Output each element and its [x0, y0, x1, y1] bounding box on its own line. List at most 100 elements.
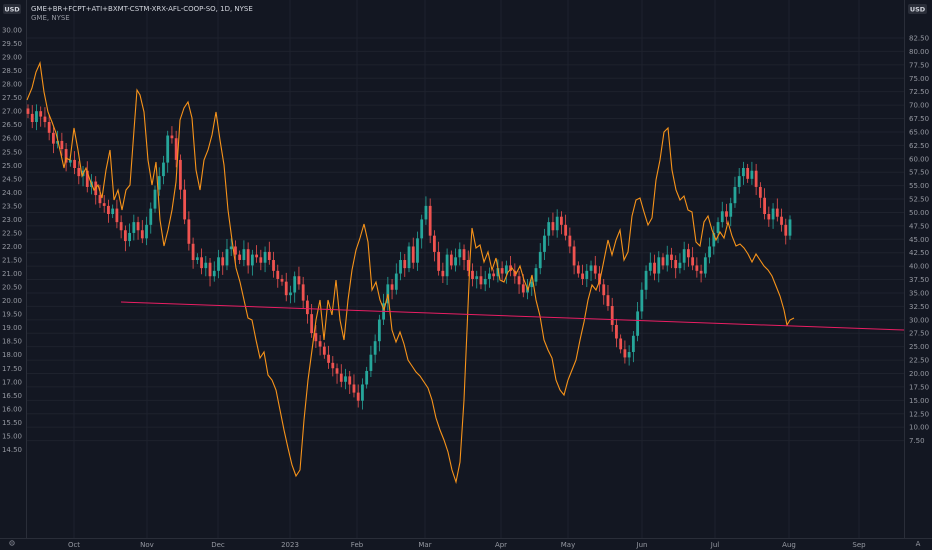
candle-body [568, 235, 572, 247]
right-currency-badge[interactable] [908, 4, 927, 14]
left-tick-label: 16.00 [2, 405, 22, 413]
right-tick-label: 30.00 [909, 316, 929, 324]
candle-body [272, 260, 275, 271]
candle-body [407, 246, 411, 269]
right-tick-label: 15.00 [909, 397, 929, 405]
candle-body [699, 270, 703, 274]
left-currency-badge[interactable] [3, 4, 21, 14]
chart-title: GME+BR+FCPT+ATI+BXMT-CSTM-XRX-AFL-COOP-S… [31, 5, 253, 13]
candle-body [331, 362, 335, 369]
candle-body [47, 122, 51, 133]
candle-body [758, 186, 762, 198]
candle-body [657, 257, 661, 274]
candle-body [229, 246, 233, 250]
left-tick-label: 29.50 [2, 40, 22, 48]
candle-body [187, 219, 191, 244]
left-tick-label: 18.50 [2, 338, 22, 346]
candle-body [737, 176, 741, 187]
candle-body [195, 257, 199, 261]
right-tick-label: 60.00 [909, 155, 929, 163]
left-tick-label: 29.00 [2, 54, 22, 62]
candle-body [128, 232, 131, 242]
candle-body [725, 211, 728, 217]
candle-body [771, 208, 775, 220]
candle-body [200, 257, 203, 269]
right-tick-label: 20.00 [909, 370, 929, 378]
candle-body [547, 222, 551, 236]
candle-body [68, 159, 72, 163]
gear-icon[interactable] [9, 540, 15, 546]
candle-body [636, 311, 639, 336]
candle-body [373, 341, 377, 355]
left-tick-label: 15.00 [2, 432, 22, 440]
candle-body [775, 208, 779, 217]
right-tick-label: 7.50 [909, 437, 925, 445]
right-axis-ticks: 82.50 80.00 77.50 75.00 72.50 70.00 67.50 65.00… [909, 35, 929, 446]
candle-body [530, 281, 534, 288]
candle-body [166, 135, 170, 163]
x-tick-label: Nov [140, 541, 154, 549]
right-tick-label: 82.50 [909, 35, 929, 43]
candle-body [416, 238, 419, 263]
candle-body [344, 376, 347, 382]
right-currency-label: USD [910, 6, 926, 14]
candle-body [352, 384, 356, 393]
left-tick-label: 24.00 [2, 189, 22, 197]
right-tick-label: 40.00 [909, 263, 929, 271]
left-tick-label: 20.00 [2, 297, 22, 305]
left-tick-label: 27.00 [2, 108, 22, 116]
candle-body [479, 276, 483, 285]
candle-body [483, 278, 487, 285]
candle-body [221, 257, 225, 266]
candle-body [280, 278, 284, 282]
candle-body [162, 162, 165, 177]
candle-body [348, 376, 352, 385]
right-tick-label: 75.00 [909, 75, 929, 83]
candle-body [242, 249, 246, 261]
candle-body [289, 292, 292, 296]
candle-body [615, 324, 618, 339]
candle-body [670, 254, 673, 261]
auto-scale-button[interactable]: A [916, 540, 921, 548]
candle-body [619, 338, 623, 350]
candle-body [403, 260, 407, 269]
candle-body [301, 284, 305, 301]
candle-body [399, 260, 402, 274]
candle-body [585, 270, 589, 279]
candle-body [119, 222, 123, 231]
candle-body [149, 208, 153, 225]
candle-body [60, 140, 64, 150]
candle-body [661, 257, 665, 266]
x-tick-label: Sep [852, 541, 866, 549]
trend-line[interactable] [120, 301, 905, 331]
left-tick-label: 28.00 [2, 81, 22, 89]
x-tick-label: Aug [782, 541, 796, 549]
candle-body [538, 251, 542, 269]
candle-body [551, 222, 555, 231]
right-tick-label: 45.00 [909, 236, 929, 244]
candle-body [276, 270, 280, 279]
candle-body [763, 197, 766, 215]
candle-body [98, 195, 102, 204]
right-tick-label: 10.00 [909, 424, 929, 432]
candle-body [653, 262, 656, 274]
left-tick-label: 26.50 [2, 121, 22, 129]
candle-body [77, 168, 81, 177]
candle-body [428, 205, 432, 236]
candle-body [691, 257, 695, 266]
left-tick-label: 21.50 [2, 257, 22, 265]
candle-body [623, 349, 627, 358]
candle-body [496, 268, 500, 277]
candle-body [780, 216, 783, 225]
candle-body [212, 270, 216, 277]
candle-body [742, 168, 745, 177]
candle-body [593, 265, 597, 274]
candle-body [441, 270, 445, 277]
right-tick-label: 25.00 [909, 343, 929, 351]
candle-body [250, 254, 254, 266]
left-tick-label: 18.00 [2, 351, 22, 359]
candle-body [64, 149, 68, 163]
candle-body [572, 246, 576, 266]
